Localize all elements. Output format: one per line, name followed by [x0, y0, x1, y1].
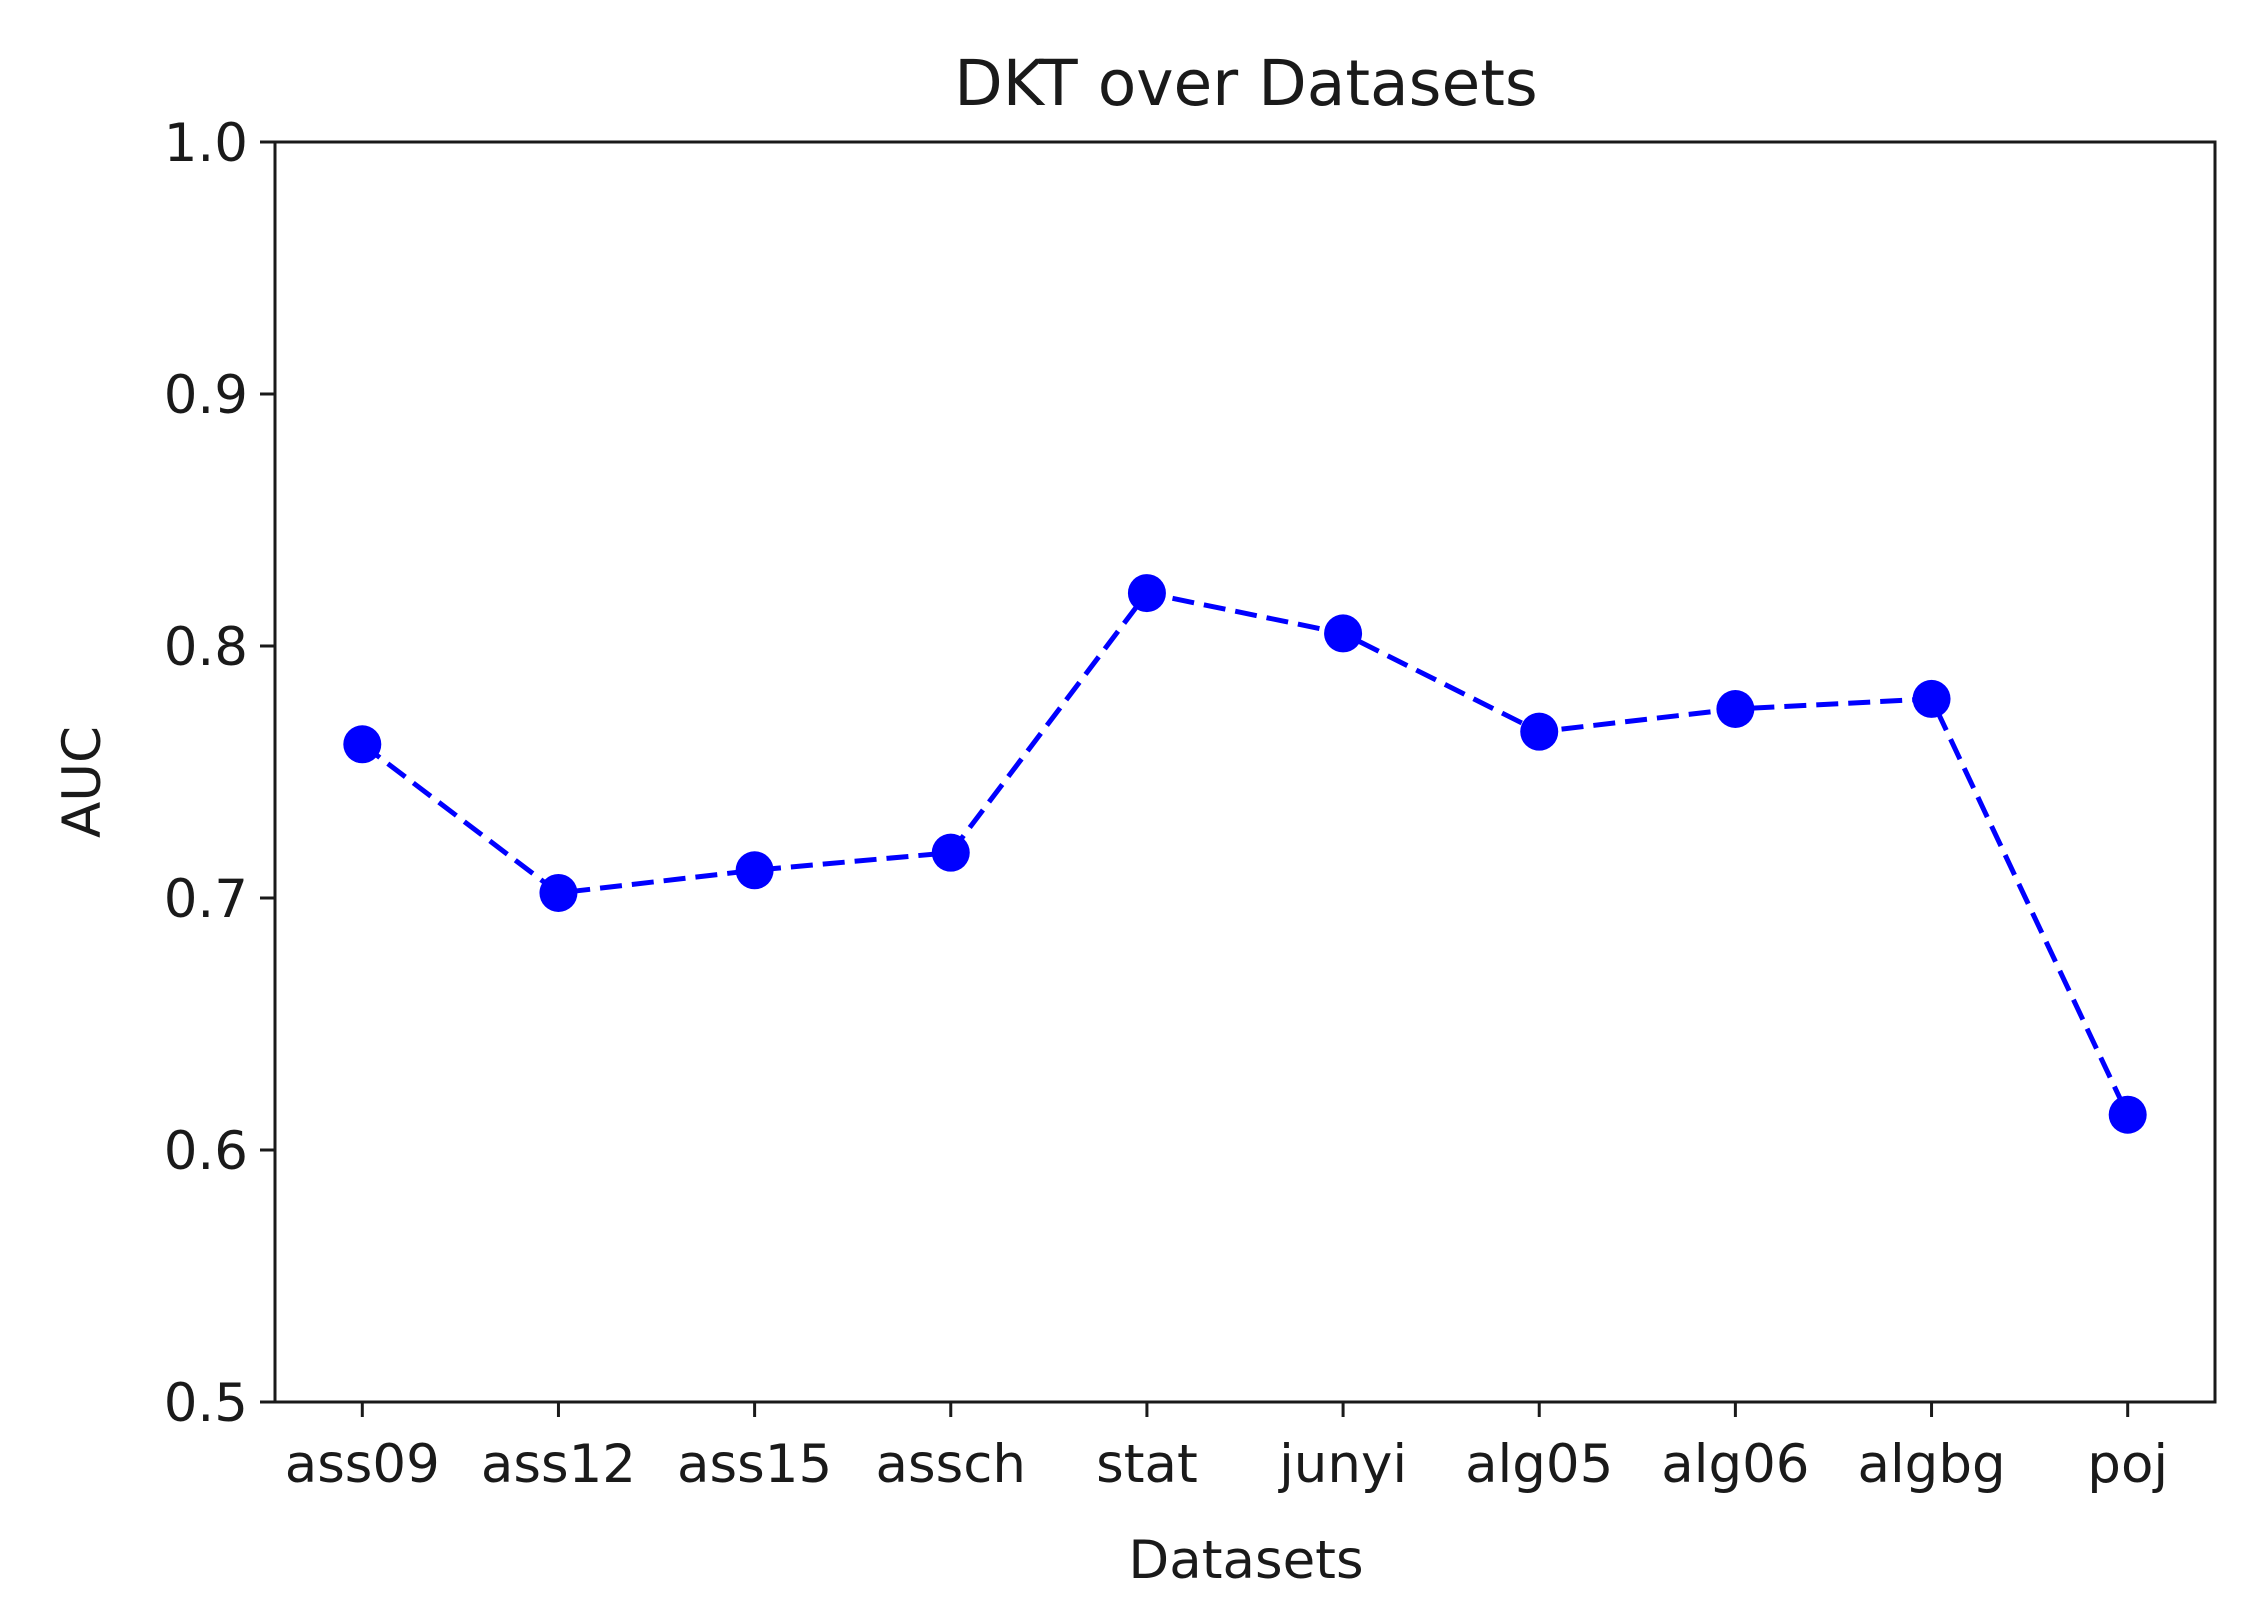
data-point	[1127, 574, 1166, 613]
y-tick-label: 0.7	[164, 869, 248, 930]
data-point	[735, 851, 774, 890]
chart-title: DKT over Datasets	[954, 47, 1538, 120]
y-tick-label: 1.0	[164, 113, 248, 174]
x-tick-label: junyi	[1278, 1434, 1407, 1495]
y-tick-label: 0.8	[164, 617, 248, 678]
y-tick-label: 0.6	[164, 1121, 248, 1182]
x-axis-label: Datasets	[1128, 1530, 1363, 1591]
data-point	[1324, 614, 1363, 653]
x-tick-label: stat	[1096, 1434, 1198, 1495]
y-tick-label: 0.5	[164, 1373, 248, 1434]
x-tick-label: poj	[2087, 1434, 2168, 1495]
data-point	[2108, 1095, 2147, 1134]
plot-area: 0.5 0.6 0.7 0.8 0.9 1.0 ass09 ass12 ass15 assch st…	[164, 113, 2217, 1495]
x-tick-label: ass12	[481, 1434, 636, 1495]
x-tick-label: alg06	[1661, 1434, 1809, 1495]
x-tick-label: ass09	[285, 1434, 440, 1495]
data-point	[1912, 679, 1951, 718]
data-point	[539, 873, 578, 912]
data-point	[1716, 690, 1755, 728]
y-tick-label: 0.9	[164, 365, 248, 426]
x-tick-label: assch	[876, 1434, 1026, 1495]
plot-frame	[273, 140, 2217, 1404]
x-tick-label: alg05	[1465, 1434, 1613, 1495]
data-point	[931, 833, 970, 872]
y-axis-label: AUC	[52, 726, 113, 838]
data-point	[343, 725, 382, 764]
x-tick-label: algbg	[1857, 1434, 2005, 1495]
x-tick-label: ass15	[677, 1434, 832, 1495]
series-line	[360, 590, 2130, 1116]
data-point	[1520, 712, 1559, 751]
